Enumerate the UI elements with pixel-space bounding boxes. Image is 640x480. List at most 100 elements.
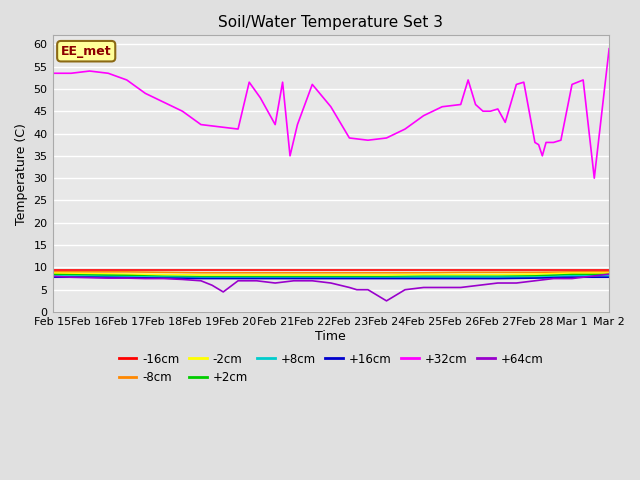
+64cm bbox=[220, 289, 227, 295]
+2cm bbox=[86, 272, 93, 278]
-16cm bbox=[160, 267, 168, 273]
+16cm bbox=[605, 275, 613, 280]
+32cm bbox=[216, 124, 223, 130]
-2cm bbox=[308, 272, 316, 278]
+2cm bbox=[457, 274, 465, 279]
+2cm bbox=[234, 274, 242, 280]
-16cm bbox=[86, 267, 93, 273]
+2cm bbox=[531, 273, 539, 279]
+32cm bbox=[67, 71, 75, 76]
+8cm bbox=[86, 274, 93, 279]
-16cm bbox=[605, 267, 613, 273]
+64cm bbox=[253, 278, 260, 284]
+2cm bbox=[123, 273, 131, 278]
Text: EE_met: EE_met bbox=[61, 45, 111, 58]
+64cm bbox=[587, 274, 595, 279]
+64cm bbox=[104, 275, 112, 281]
+32cm bbox=[49, 71, 56, 76]
+32cm bbox=[438, 104, 446, 109]
+32cm bbox=[401, 126, 409, 132]
+2cm bbox=[494, 274, 502, 279]
-2cm bbox=[568, 270, 576, 276]
+16cm bbox=[271, 276, 279, 281]
+64cm bbox=[605, 271, 613, 277]
+32cm bbox=[279, 79, 287, 85]
+32cm bbox=[383, 135, 390, 141]
+16cm bbox=[383, 276, 390, 281]
+16cm bbox=[494, 276, 502, 281]
-2cm bbox=[346, 272, 353, 278]
-8cm bbox=[271, 270, 279, 276]
+32cm bbox=[591, 175, 598, 181]
+32cm bbox=[234, 126, 242, 132]
+32cm bbox=[197, 122, 205, 128]
+64cm bbox=[476, 282, 483, 288]
+32cm bbox=[327, 104, 335, 109]
-8cm bbox=[308, 270, 316, 276]
+2cm bbox=[271, 274, 279, 280]
+2cm bbox=[568, 272, 576, 277]
+32cm bbox=[123, 77, 131, 83]
-2cm bbox=[86, 271, 93, 276]
+32cm bbox=[420, 113, 428, 119]
+8cm bbox=[308, 275, 316, 280]
+32cm bbox=[86, 68, 93, 74]
-2cm bbox=[420, 272, 428, 277]
+8cm bbox=[457, 275, 465, 280]
+32cm bbox=[286, 153, 294, 159]
+2cm bbox=[197, 274, 205, 280]
-8cm bbox=[457, 269, 465, 275]
-8cm bbox=[568, 269, 576, 275]
+64cm bbox=[179, 276, 186, 282]
Line: -8cm: -8cm bbox=[52, 272, 609, 273]
Line: +32cm: +32cm bbox=[52, 49, 609, 178]
-8cm bbox=[49, 269, 56, 275]
+16cm bbox=[86, 275, 93, 280]
+16cm bbox=[420, 276, 428, 281]
-8cm bbox=[197, 270, 205, 276]
-2cm bbox=[383, 272, 390, 278]
X-axis label: Time: Time bbox=[316, 330, 346, 343]
-8cm bbox=[494, 269, 502, 275]
+8cm bbox=[531, 275, 539, 280]
+2cm bbox=[420, 274, 428, 279]
-8cm bbox=[123, 269, 131, 275]
+64cm bbox=[208, 282, 216, 288]
+64cm bbox=[197, 278, 205, 284]
-16cm bbox=[494, 267, 502, 273]
-8cm bbox=[160, 269, 168, 275]
Line: +64cm: +64cm bbox=[52, 274, 609, 301]
+32cm bbox=[271, 122, 279, 128]
+32cm bbox=[457, 102, 465, 108]
+8cm bbox=[271, 275, 279, 280]
+8cm bbox=[197, 275, 205, 280]
+64cm bbox=[67, 275, 75, 280]
+32cm bbox=[464, 77, 472, 83]
+64cm bbox=[531, 278, 539, 284]
+32cm bbox=[308, 82, 316, 87]
+32cm bbox=[501, 120, 509, 125]
+8cm bbox=[123, 274, 131, 280]
Y-axis label: Temperature (C): Temperature (C) bbox=[15, 123, 28, 225]
+64cm bbox=[141, 276, 149, 281]
+32cm bbox=[257, 95, 264, 101]
Line: +16cm: +16cm bbox=[52, 277, 609, 278]
+32cm bbox=[538, 153, 546, 159]
+32cm bbox=[364, 137, 372, 143]
-16cm bbox=[420, 267, 428, 273]
Title: Soil/Water Temperature Set 3: Soil/Water Temperature Set 3 bbox=[218, 15, 444, 30]
+32cm bbox=[557, 137, 564, 143]
+16cm bbox=[123, 275, 131, 280]
+32cm bbox=[486, 108, 494, 114]
+16cm bbox=[531, 275, 539, 281]
+32cm bbox=[346, 135, 353, 141]
+64cm bbox=[383, 298, 390, 304]
+64cm bbox=[494, 280, 502, 286]
Line: -2cm: -2cm bbox=[52, 273, 609, 275]
-8cm bbox=[346, 270, 353, 276]
+64cm bbox=[353, 287, 361, 293]
+16cm bbox=[568, 275, 576, 280]
+64cm bbox=[86, 275, 93, 280]
+64cm bbox=[49, 274, 56, 279]
+64cm bbox=[513, 280, 520, 286]
